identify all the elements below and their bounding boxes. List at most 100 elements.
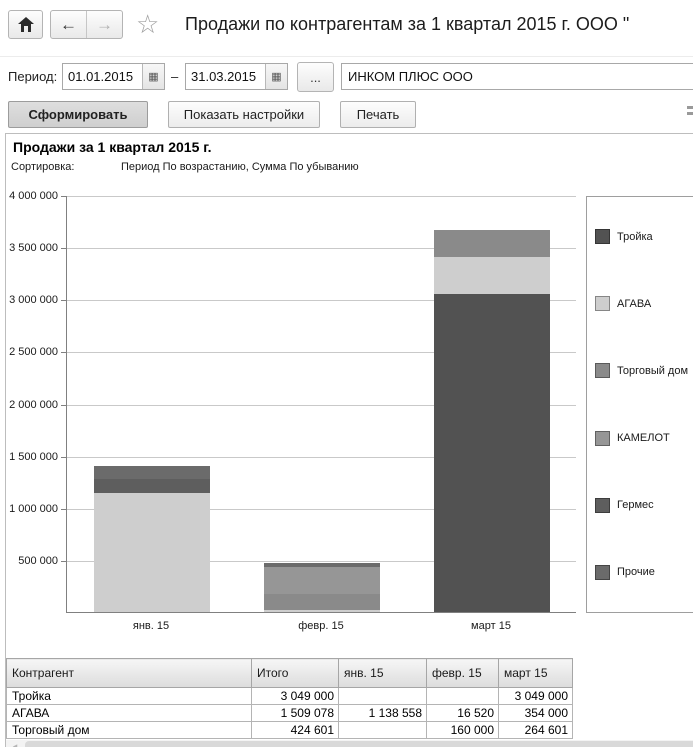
calendar-icon[interactable]: ▦ xyxy=(142,64,164,89)
bar-segment-Торговый дом[interactable] xyxy=(434,229,550,258)
back-button[interactable]: ← xyxy=(51,11,87,38)
y-tick xyxy=(61,508,66,510)
amount-cell[interactable]: 3 049 000 xyxy=(498,687,573,705)
table-row[interactable]: Тройка 3 049 000 3 049 000 xyxy=(6,687,573,705)
column-header: март 15 xyxy=(498,658,573,688)
amount-cell[interactable]: 354 000 xyxy=(498,704,573,722)
legend-label: Торговый дом xyxy=(617,364,689,377)
bar-segment-АГАВА[interactable] xyxy=(94,493,210,612)
more-menu-icon[interactable] xyxy=(687,106,693,122)
date-from-value[interactable]: 01.01.2015 xyxy=(68,69,134,84)
bar-segment-АГАВА[interactable] xyxy=(434,257,550,295)
amount-cell[interactable]: 1 509 078 xyxy=(251,704,339,722)
amount-cell[interactable]: 1 138 558 xyxy=(338,704,427,722)
x-axis-label: февр. 15 xyxy=(298,620,344,632)
y-tick xyxy=(61,300,66,302)
amount-cell[interactable]: 264 601 xyxy=(498,721,573,739)
amount-cell[interactable]: 3 049 000 xyxy=(251,687,339,705)
amount-cell[interactable] xyxy=(338,721,427,739)
legend-label: Гермес xyxy=(617,499,654,512)
bar-segment-Прочие[interactable] xyxy=(94,466,210,480)
legend-item-Торговый дом: Торговый дом xyxy=(595,363,693,379)
date-to-value[interactable]: 31.03.2015 xyxy=(191,69,257,84)
sort-label: Сортировка: xyxy=(11,161,75,173)
horizontal-scrollbar[interactable]: ◂ xyxy=(6,740,693,747)
forward-button[interactable]: → xyxy=(96,14,113,34)
organization-field[interactable]: ИНКОМ ПЛЮС ООО xyxy=(341,63,693,90)
toolbar: ← → ☆ Продажи по контрагентам за 1 кварт… xyxy=(0,0,693,56)
gridline xyxy=(67,352,576,354)
calendar-icon[interactable]: ▦ xyxy=(265,64,287,89)
y-axis-label: 2 500 000 xyxy=(9,346,58,359)
y-axis-label: 1 000 000 xyxy=(9,502,58,515)
y-axis-label: 500 000 xyxy=(18,554,58,567)
counterparty-cell[interactable]: Торговый дом xyxy=(6,721,252,739)
period-options-button[interactable]: ... xyxy=(297,62,334,92)
gridline xyxy=(67,404,576,406)
bar-segment-АГАВА[interactable] xyxy=(264,610,380,612)
filter-row: Период: 01.01.2015 ▦ – 31.03.2015 ▦ ... … xyxy=(0,56,693,96)
chart-legend: Тройка АГАВА Торговый дом КАМЕЛОТ Гермес Проч… xyxy=(586,196,693,613)
show-settings-button[interactable]: Показать настройки xyxy=(168,101,320,128)
gridline xyxy=(67,300,576,302)
y-axis-label: 4 000 000 xyxy=(9,190,58,202)
x-axis-label: янв. 15 xyxy=(132,620,170,632)
bar-segment-Тройка[interactable] xyxy=(434,294,550,612)
date-to-field[interactable]: 31.03.2015 ▦ xyxy=(185,63,288,90)
legend-item-КАМЕЛОТ: КАМЕЛОТ xyxy=(595,430,693,446)
favorite-star-icon[interactable]: ☆ xyxy=(136,9,160,39)
y-tick xyxy=(61,560,66,562)
home-icon xyxy=(17,17,34,32)
table-header-row: Контрагент Итого янв. 15 февр. 15 март 15 xyxy=(6,658,573,688)
bar-segment-КАМЕЛОТ[interactable] xyxy=(264,567,380,594)
y-tick xyxy=(61,456,66,458)
date-from-field[interactable]: 01.01.2015 ▦ xyxy=(62,63,165,90)
legend-item-Прочие: Прочие xyxy=(595,564,693,580)
scroll-left-icon[interactable]: ◂ xyxy=(12,741,18,747)
legend-swatch xyxy=(595,497,610,513)
column-header: Контрагент xyxy=(6,658,252,688)
x-axis-label: март 15 xyxy=(471,620,511,632)
generate-button[interactable]: Сформировать xyxy=(8,101,148,128)
y-axis-label: 3 500 000 xyxy=(9,242,58,255)
amount-cell[interactable] xyxy=(426,687,499,705)
history-nav: ← → xyxy=(50,10,123,39)
legend-swatch xyxy=(595,564,610,580)
table-row[interactable]: АГАВА 1 509 078 1 138 558 16 520 354 000 xyxy=(6,704,573,722)
gridline xyxy=(67,196,576,197)
counterparty-cell[interactable]: Тройка xyxy=(6,687,252,705)
table-row[interactable]: Торговый дом 424 601 160 000 264 601 xyxy=(6,721,573,739)
column-header: янв. 15 xyxy=(338,658,427,688)
scrollbar-thumb[interactable] xyxy=(25,741,693,747)
y-tick xyxy=(61,404,66,406)
column-header: Итого xyxy=(251,658,339,688)
y-axis-label: 3 000 000 xyxy=(9,294,58,307)
amount-cell[interactable] xyxy=(338,687,427,705)
home-button[interactable] xyxy=(8,10,43,39)
page-title: Продажи по контрагентам за 1 квартал 201… xyxy=(185,14,630,34)
legend-label: Прочие xyxy=(617,566,655,579)
legend-label: КАМЕЛОТ xyxy=(617,432,670,445)
y-tick xyxy=(61,196,66,197)
amount-cell[interactable]: 160 000 xyxy=(426,721,499,739)
report-title: Продажи за 1 квартал 2015 г. xyxy=(13,139,212,155)
sort-value: Период По возрастанию, Сумма По убыванию xyxy=(121,161,359,173)
gridline xyxy=(67,560,576,562)
legend-item-АГАВА: АГАВА xyxy=(595,296,693,312)
legend-swatch xyxy=(595,363,610,379)
period-dash: – xyxy=(171,69,179,84)
bar-segment-Торговый дом[interactable] xyxy=(264,593,380,611)
legend-label: Тройка xyxy=(617,230,653,243)
bar-segment-Гермес[interactable] xyxy=(94,479,210,494)
counterparty-cell[interactable]: АГАВА xyxy=(6,704,252,722)
legend-swatch xyxy=(595,229,610,245)
amount-cell[interactable]: 424 601 xyxy=(251,721,339,739)
print-button[interactable]: Печать xyxy=(340,101,416,128)
bar-segment-Прочие[interactable] xyxy=(264,563,380,568)
amount-cell[interactable]: 16 520 xyxy=(426,704,499,722)
y-axis-label: 1 500 000 xyxy=(9,450,58,463)
period-label: Период: xyxy=(8,69,58,84)
gridline xyxy=(67,248,576,250)
legend-label: АГАВА xyxy=(617,297,652,310)
legend-item-Гермес: Гермес xyxy=(595,497,693,513)
